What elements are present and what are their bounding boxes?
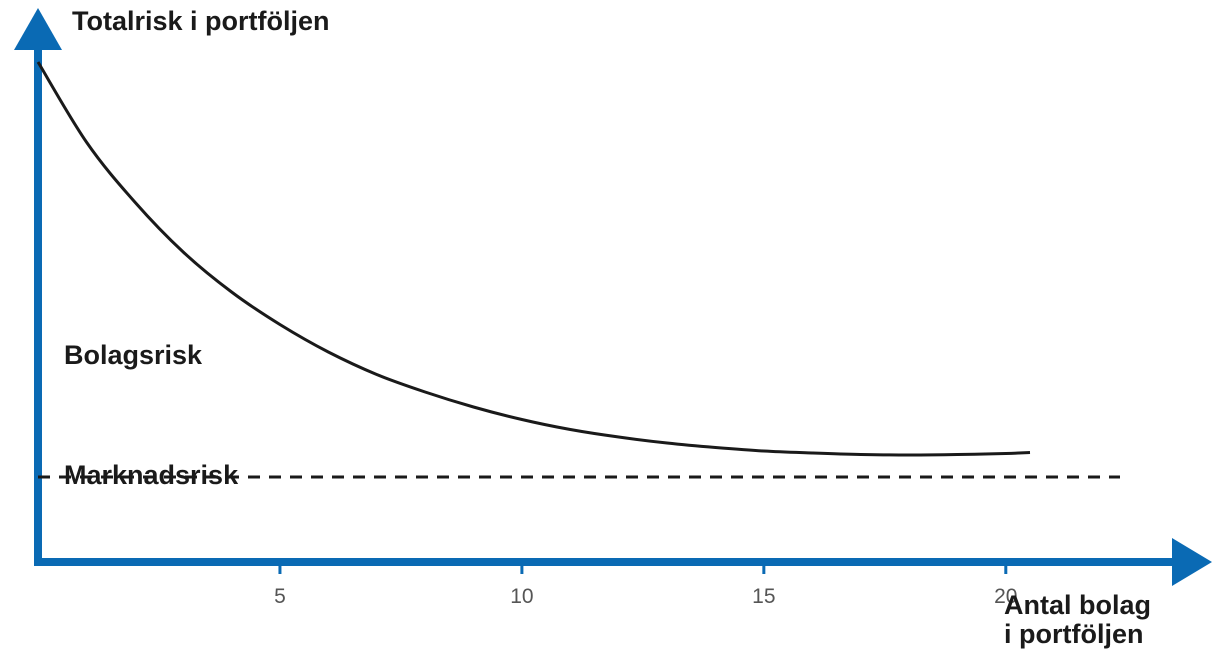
annotation-bolagsrisk: Bolagsrisk [64, 340, 203, 370]
x-tick-label-5: 5 [274, 585, 286, 608]
x-tick-label-20: 20 [994, 585, 1017, 608]
y-axis-title: Totalrisk i portföljen [72, 6, 330, 36]
x-tick-group [278, 562, 1008, 574]
x-axis-title-line-1: Antal bolag [1004, 590, 1151, 620]
x-tick-label-15: 15 [752, 585, 775, 608]
y-axis-arrow-icon [14, 8, 62, 50]
x-axis-arrow-icon [1172, 538, 1212, 586]
x-tick-label-group: 5 10 15 20 [274, 585, 1017, 608]
annotation-marknadsrisk: Marknadsrisk [64, 460, 239, 490]
x-tick-label-10: 10 [510, 585, 533, 608]
x-axis-title-line-2: i portföljen [1004, 619, 1143, 649]
total-risk-curve [36, 61, 1031, 457]
